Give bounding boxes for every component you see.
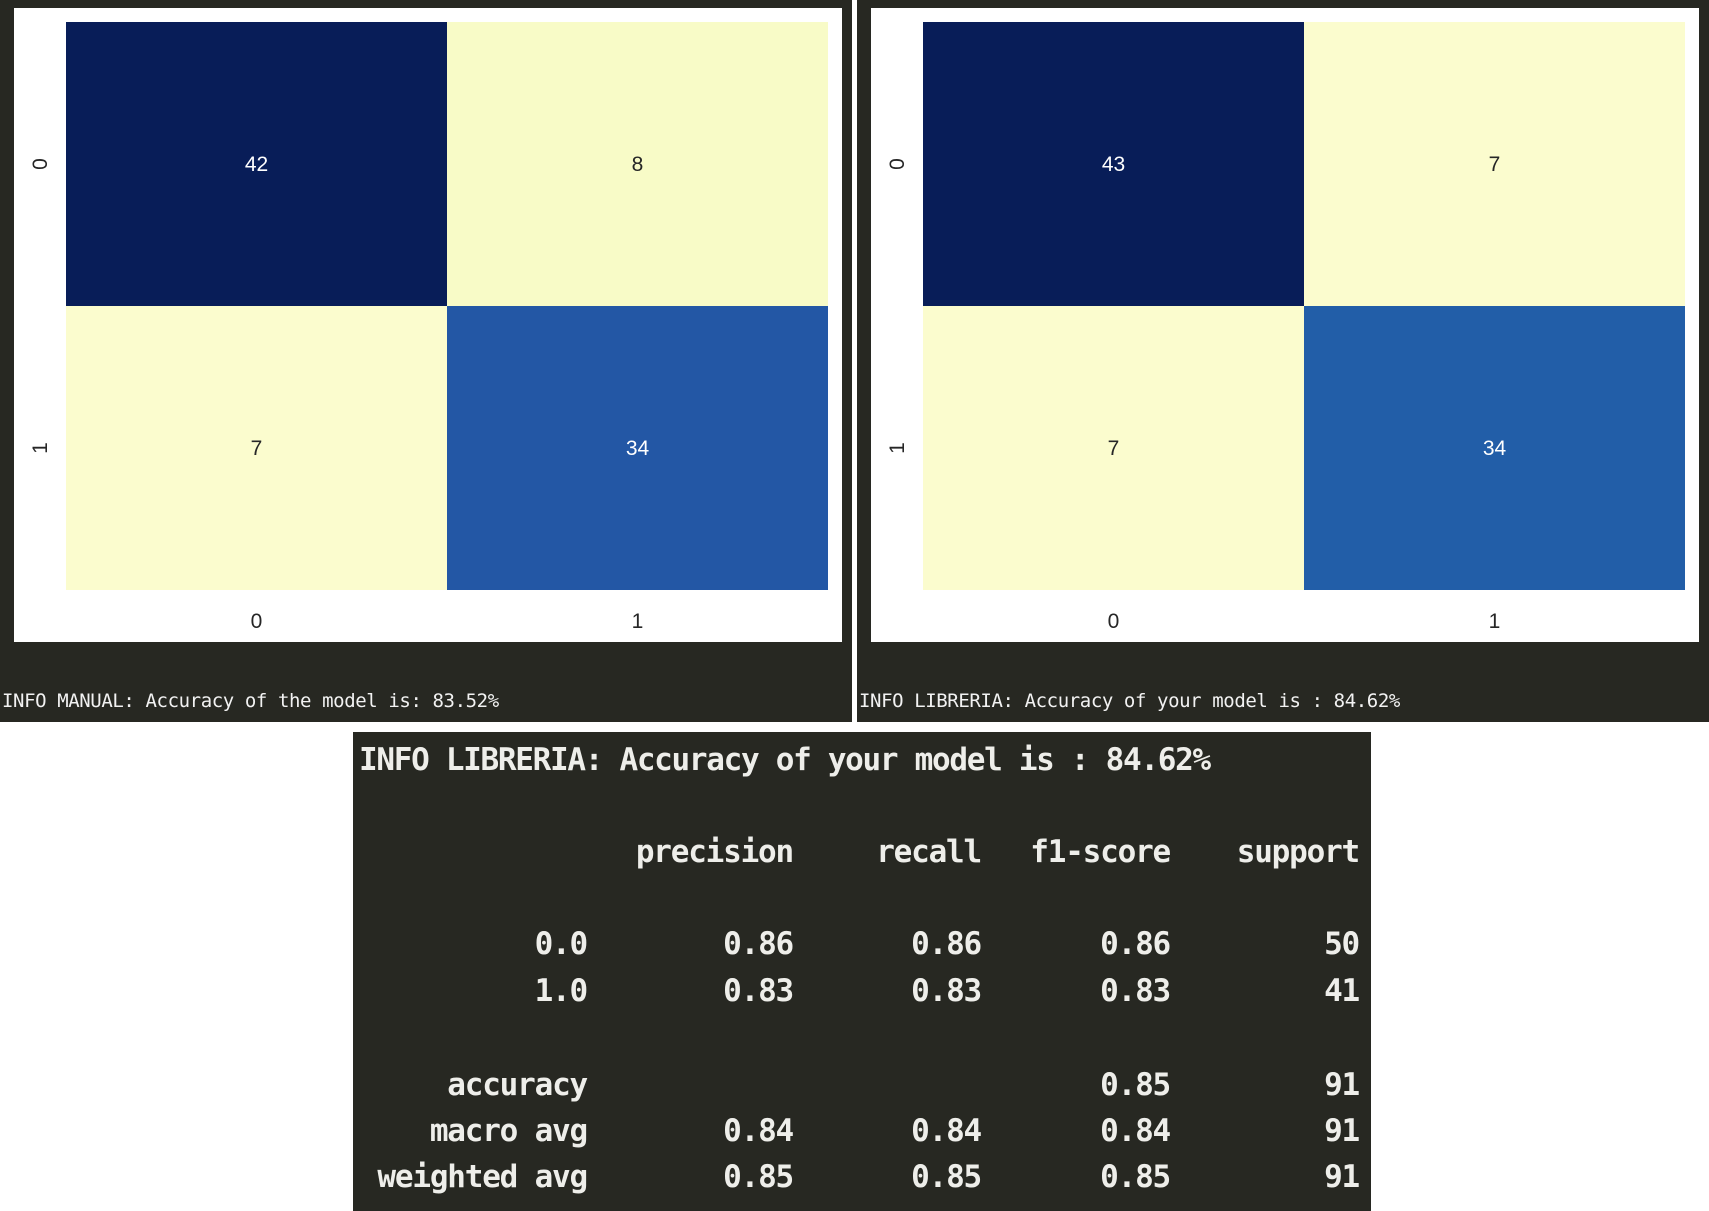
classification-report-panel: INFO LIBRERIA: Accuracy of your model is…: [353, 732, 1371, 1211]
report-cell-precision: [593, 1067, 793, 1103]
manual-heatmap-cell-value-1-0: 7: [251, 437, 263, 460]
manual-heatmap-cell-1-0: [66, 306, 447, 590]
report-cell-precision: 0.86: [723, 926, 794, 962]
report-cell-support: 91: [1324, 1113, 1360, 1149]
library-heatmap-cell-value-0-1: 7: [1489, 153, 1501, 176]
library-heatmap-cell-value-1-0: 7: [1108, 437, 1120, 460]
confusion-matrix-heatmap-manual: 42 8 7 34 0 1 0 1: [14, 8, 842, 642]
report-row-label: 1.0: [534, 973, 589, 1009]
library-heatmap-cell-value-1-1: 34: [1483, 437, 1507, 460]
library-heatmap-y-tick-0: 0: [886, 158, 909, 170]
confusion-matrix-panel-manual: 42 8 7 34 0 1 0 1 INFO MANUAL: Accuracy of the …: [0, 0, 852, 722]
report-cell-precision: 0.84: [723, 1113, 794, 1149]
report-row-label: accuracy: [447, 1067, 588, 1103]
library-heatmap-x-tick-0: 0: [1108, 610, 1120, 633]
report-header-precision: precision: [635, 834, 794, 870]
manual-heatmap-x-tick-0: 0: [251, 610, 263, 633]
manual-heatmap-cell-1-1: [447, 306, 828, 590]
report-cell-support: 91: [1324, 1067, 1360, 1103]
report-row-label: macro avg: [429, 1113, 588, 1149]
manual-heatmap-cell-value-0-0: 42: [245, 153, 268, 176]
accuracy-caption-manual: INFO MANUAL: Accuracy of the model is: 8…: [2, 690, 499, 712]
report-cell-f1: 0.84: [1100, 1113, 1171, 1149]
report-cell-recall: 0.86: [911, 926, 982, 962]
manual-heatmap-cell-value-1-1: 34: [626, 437, 650, 460]
report-header-f1: f1-score: [1030, 834, 1171, 870]
manual-heatmap-cell-value-0-1: 8: [632, 153, 644, 176]
classification-report-table: precision recall f1-score support 0.0 0.86 0.8…: [353, 732, 1371, 1211]
library-heatmap-cell-1-1: [1304, 306, 1685, 590]
library-heatmap-x-tick-1: 1: [1489, 610, 1501, 633]
report-cell-recall: 0.83: [911, 973, 982, 1009]
report-cell-precision: 0.83: [723, 973, 794, 1009]
report-cell-support: 41: [1324, 973, 1360, 1009]
report-header-support: support: [1236, 834, 1360, 870]
report-header-recall: recall: [876, 834, 982, 870]
report-row-label: 0.0: [534, 926, 589, 962]
manual-heatmap-x-tick-1: 1: [632, 610, 644, 633]
manual-heatmap-y-tick-1: 1: [29, 442, 52, 454]
report-cell-precision: 0.85: [723, 1159, 794, 1195]
manual-heatmap-cell-0-1: [447, 22, 828, 306]
report-cell-recall: 0.84: [911, 1113, 982, 1149]
library-heatmap-cell-0-1: [1304, 22, 1685, 306]
report-cell-f1: 0.86: [1100, 926, 1171, 962]
report-cell-f1: 0.83: [1100, 973, 1171, 1009]
report-cell-recall: 0.85: [911, 1159, 982, 1195]
confusion-matrix-heatmap-library: 43 7 7 34 0 1 0 1: [871, 8, 1699, 642]
report-title: INFO LIBRERIA: Accuracy of your model is…: [359, 742, 1211, 778]
library-heatmap-y-tick-1: 1: [886, 442, 909, 454]
accuracy-caption-library: INFO LIBRERIA: Accuracy of your model is…: [859, 690, 1400, 712]
report-row-label: weighted avg: [377, 1159, 588, 1195]
report-cell-support: 50: [1324, 926, 1360, 962]
manual-heatmap-cell-0-0: [66, 22, 447, 306]
report-cell-recall: [801, 1067, 981, 1103]
confusion-matrix-panel-library: 43 7 7 34 0 1 0 1 INFO LIBRERIA: Accuracy of yo…: [857, 0, 1709, 722]
library-heatmap-cell-value-0-0: 43: [1102, 153, 1125, 176]
report-cell-f1: 0.85: [1100, 1067, 1171, 1103]
report-cell-support: 91: [1324, 1159, 1360, 1195]
library-heatmap-cell-1-0: [923, 306, 1304, 590]
report-cell-f1: 0.85: [1100, 1159, 1171, 1195]
library-heatmap-cell-0-0: [923, 22, 1304, 306]
manual-heatmap-y-tick-0: 0: [29, 158, 52, 170]
